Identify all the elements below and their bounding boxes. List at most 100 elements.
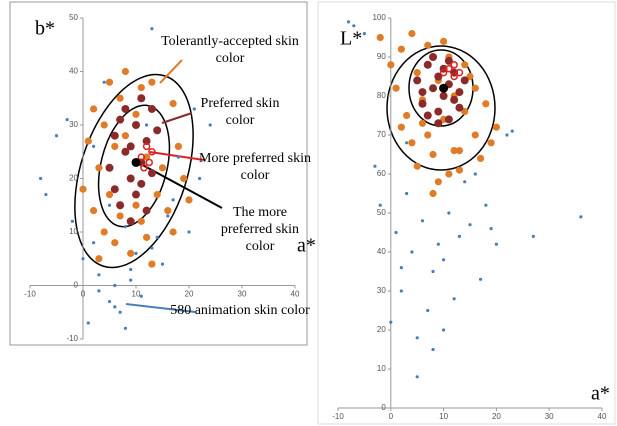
data-point	[408, 139, 416, 147]
data-point	[70, 219, 74, 223]
data-point	[410, 250, 414, 254]
data-point	[492, 123, 500, 131]
data-point	[155, 235, 159, 239]
data-point	[92, 241, 96, 245]
data-point	[387, 61, 395, 69]
data-point	[494, 242, 498, 246]
data-point	[127, 249, 135, 257]
y-tick-label: 10	[69, 227, 78, 236]
data-point	[121, 67, 129, 76]
data-point	[424, 41, 432, 49]
y-tick-label: 20	[377, 325, 386, 334]
data-point	[137, 83, 145, 92]
y-tick-label: 40	[69, 67, 78, 76]
data-point	[471, 84, 479, 92]
y-tick-label: 90	[377, 52, 386, 61]
data-point	[116, 212, 124, 220]
y-tick-label: 10	[377, 364, 386, 373]
data-point	[392, 84, 400, 92]
data-point	[131, 157, 141, 167]
data-point	[86, 321, 90, 325]
data-point	[192, 107, 196, 111]
data-point	[450, 61, 458, 69]
data-point	[439, 83, 449, 93]
data-point	[460, 76, 469, 85]
data-point	[439, 92, 448, 100]
data-point	[445, 170, 453, 178]
data-point	[174, 142, 182, 150]
data-point	[132, 110, 140, 118]
data-point	[187, 230, 191, 234]
data-point	[137, 179, 146, 188]
data-point	[510, 129, 514, 133]
data-point	[84, 137, 92, 145]
data-point	[429, 84, 438, 93]
data-point	[476, 154, 485, 162]
annotation: 580 animation skin color	[170, 303, 310, 318]
data-point	[123, 326, 127, 330]
y-tick-label: 60	[377, 169, 386, 178]
data-point	[450, 95, 459, 104]
data-point	[142, 142, 151, 151]
x-axis-label: a*	[591, 383, 610, 405]
data-point	[399, 289, 403, 293]
data-point	[95, 255, 103, 263]
data-point	[376, 33, 384, 42]
y-tick-label: 0	[381, 403, 386, 412]
data-point	[463, 180, 467, 184]
data-point	[403, 111, 411, 120]
data-point	[126, 174, 135, 183]
data-point	[426, 308, 430, 313]
data-point	[102, 80, 106, 84]
data-point	[482, 100, 490, 108]
data-point	[362, 31, 366, 36]
y-tick-label: 100	[372, 13, 386, 22]
data-point	[142, 137, 151, 146]
data-point	[153, 126, 162, 135]
data-point	[208, 123, 212, 127]
data-point	[65, 118, 69, 122]
data-point	[158, 164, 167, 172]
annotation: More preferred skin color	[199, 151, 311, 183]
data-point	[461, 61, 469, 69]
data-point	[352, 24, 356, 28]
data-point	[423, 60, 432, 69]
y-tick-label: -10	[66, 334, 78, 343]
y-tick-label: 30	[69, 120, 78, 129]
annotation: Preferred skin color	[200, 96, 280, 128]
data-point	[408, 29, 416, 38]
left-panel-border	[9, 1, 308, 346]
data-point	[423, 111, 432, 120]
y-tick-label: 50	[377, 208, 386, 217]
data-point	[113, 305, 117, 309]
y-tick-label: 80	[377, 91, 386, 100]
data-point	[79, 185, 87, 193]
data-point	[126, 142, 135, 151]
data-point	[440, 37, 448, 46]
tolerant-ellipse	[386, 45, 496, 171]
data-point	[418, 99, 427, 108]
data-point	[373, 164, 377, 168]
x-tick-label: 40	[291, 290, 300, 299]
data-point	[150, 246, 154, 250]
data-point	[466, 72, 474, 81]
data-point	[405, 191, 409, 196]
data-point	[418, 88, 427, 97]
data-point	[54, 134, 59, 138]
data-point	[126, 217, 135, 226]
tolerant-ellipse	[74, 73, 194, 269]
data-point	[378, 203, 382, 207]
y-tick-label: 40	[377, 247, 386, 256]
data-point	[455, 147, 464, 155]
data-point	[445, 64, 453, 73]
data-point	[413, 162, 421, 170]
data-point	[116, 201, 125, 210]
data-point	[478, 277, 483, 281]
data-point	[455, 166, 464, 174]
data-point	[418, 119, 427, 127]
data-point	[150, 27, 154, 31]
data-point	[111, 239, 119, 247]
data-point	[132, 121, 140, 129]
y-tick-label: 0	[74, 281, 79, 290]
